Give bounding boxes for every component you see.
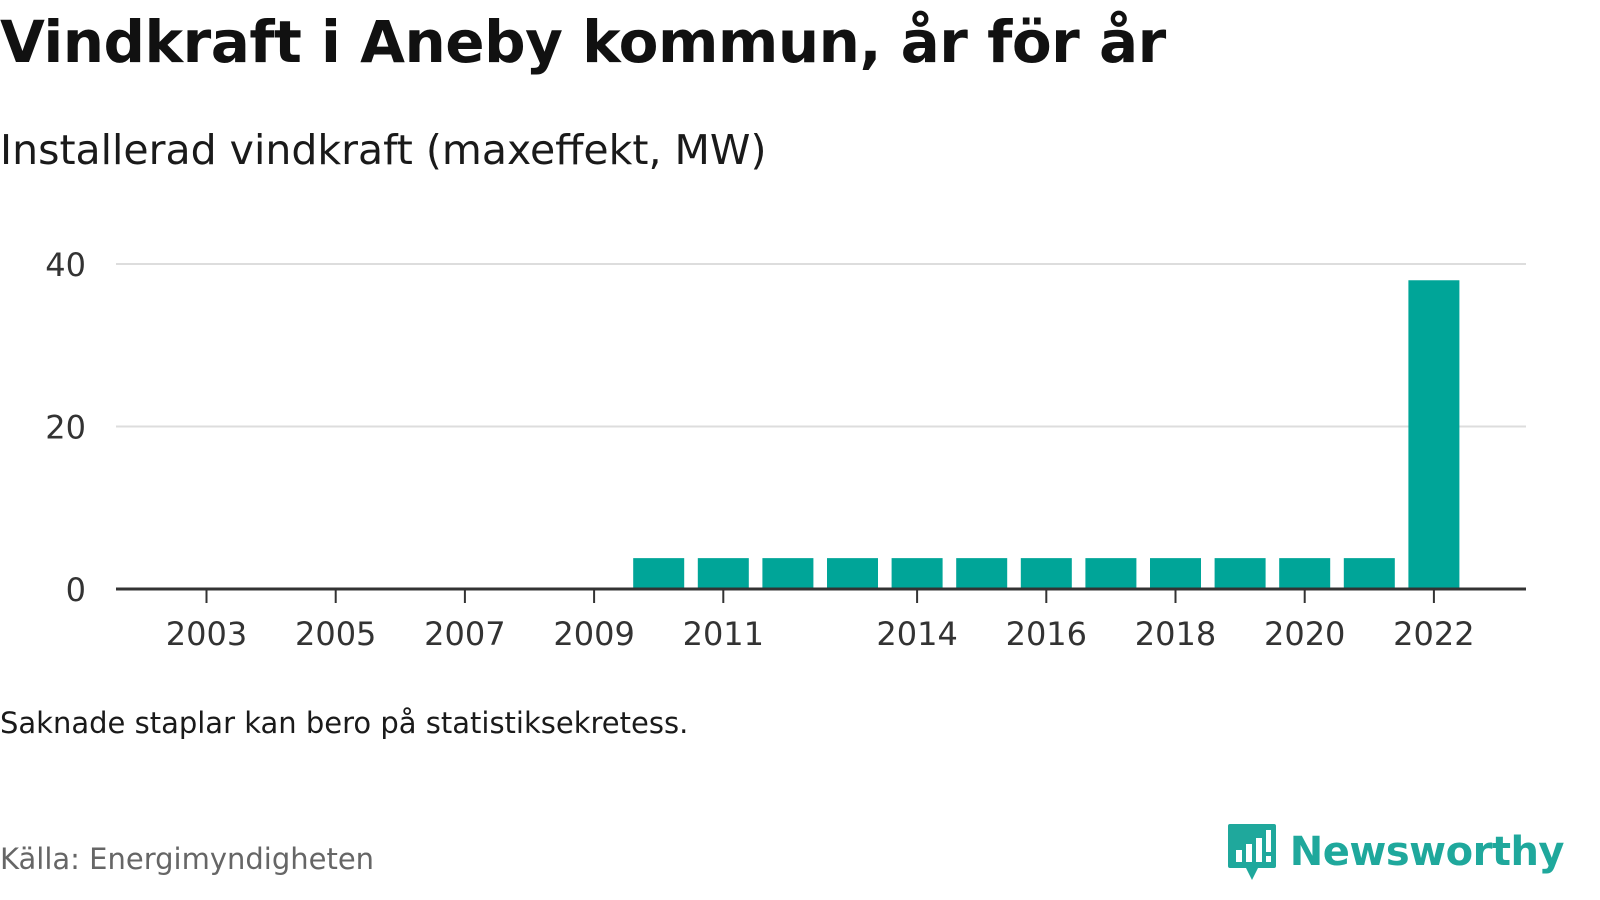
bar (956, 558, 1008, 589)
brand-name: Newsworthy (1289, 829, 1565, 875)
x-tick-label: 2003 (166, 615, 247, 653)
y-tick-label: 20 (45, 409, 86, 447)
x-tick-labels: 2003 2005 2007 2009 2011 2014 2016 2018 2020 2022 (166, 615, 1475, 653)
x-tick-label: 2009 (553, 615, 634, 653)
x-tick-label: 2016 (1006, 615, 1087, 653)
y-tick-labels: 0 20 40 (45, 246, 86, 609)
gridlines (116, 263, 1526, 428)
x-tick-label: 2014 (876, 615, 957, 653)
x-tick-label: 2020 (1264, 615, 1345, 653)
bar (1020, 558, 1072, 589)
y-tick-label: 0 (66, 571, 86, 609)
chart-title: Vindkraft i Aneby kommun, år för år (0, 8, 1166, 76)
bar (891, 558, 943, 589)
y-tick-label: 40 (45, 246, 86, 284)
newsworthy-logo-icon (1227, 824, 1276, 880)
x-tick-label: 2022 (1393, 615, 1474, 653)
bar (827, 558, 878, 589)
x-tick-label: 2018 (1135, 615, 1216, 653)
bar (1343, 558, 1395, 589)
bar (1085, 558, 1137, 589)
bar (1408, 280, 1460, 589)
x-tick-label: 2011 (683, 615, 764, 653)
bar (1150, 558, 1201, 589)
x-axis (116, 587, 1526, 603)
chart-subtitle: Installerad vindkraft (maxeffekt, MW) (0, 126, 767, 174)
bar (697, 558, 749, 589)
bars (633, 280, 1460, 589)
bar (762, 558, 814, 589)
brand-logo: Newsworthy (1226, 822, 1565, 882)
bar (1214, 558, 1266, 589)
bar (1279, 558, 1331, 589)
source-label: Källa: Energimyndigheten (0, 842, 375, 876)
footnote: Saknade staplar kan bero på statistiksek… (0, 706, 689, 740)
bar (633, 558, 685, 589)
x-tick-label: 2007 (424, 615, 505, 653)
x-tick-label: 2005 (295, 615, 376, 653)
